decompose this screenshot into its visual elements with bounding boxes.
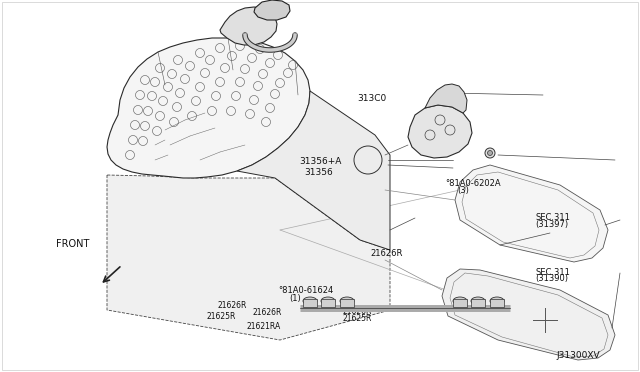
Text: (3): (3) <box>458 186 470 195</box>
Text: SEC.311: SEC.311 <box>535 268 570 277</box>
Ellipse shape <box>490 297 504 305</box>
Ellipse shape <box>471 297 485 305</box>
Bar <box>453 299 467 307</box>
Text: 21626R: 21626R <box>253 308 282 317</box>
Polygon shape <box>107 38 310 178</box>
Polygon shape <box>237 91 390 250</box>
Text: (31397): (31397) <box>535 220 568 229</box>
Ellipse shape <box>340 297 354 305</box>
Ellipse shape <box>453 297 467 305</box>
Polygon shape <box>408 105 472 158</box>
Polygon shape <box>442 269 615 360</box>
Polygon shape <box>455 165 608 262</box>
Text: 21621RA: 21621RA <box>246 322 281 331</box>
Text: 313C0: 313C0 <box>357 94 387 103</box>
Text: J31300XV: J31300XV <box>557 351 600 360</box>
Text: °81A0-6202A: °81A0-6202A <box>445 179 500 187</box>
Text: °81A0-61624: °81A0-61624 <box>278 286 333 295</box>
Bar <box>340 299 354 307</box>
Text: (31390): (31390) <box>535 275 568 283</box>
Bar <box>303 299 317 307</box>
Text: 21625R: 21625R <box>342 314 372 323</box>
Text: 21626R: 21626R <box>370 249 403 258</box>
Polygon shape <box>425 84 467 113</box>
Circle shape <box>485 148 495 158</box>
Ellipse shape <box>303 297 317 305</box>
Text: 21626R: 21626R <box>342 307 372 316</box>
Bar <box>321 299 335 307</box>
Text: 21626R: 21626R <box>218 301 247 310</box>
Polygon shape <box>220 7 277 45</box>
Text: SEC.311: SEC.311 <box>535 213 570 222</box>
Text: 31356+A: 31356+A <box>300 157 342 166</box>
Polygon shape <box>254 0 290 20</box>
Bar <box>471 299 485 307</box>
Text: 21625R: 21625R <box>207 312 236 321</box>
Text: 31356: 31356 <box>304 169 333 177</box>
Polygon shape <box>107 175 390 340</box>
Bar <box>490 299 504 307</box>
Text: FRONT: FRONT <box>56 239 90 248</box>
Ellipse shape <box>321 297 335 305</box>
Circle shape <box>488 151 493 155</box>
Text: (1): (1) <box>289 294 301 303</box>
